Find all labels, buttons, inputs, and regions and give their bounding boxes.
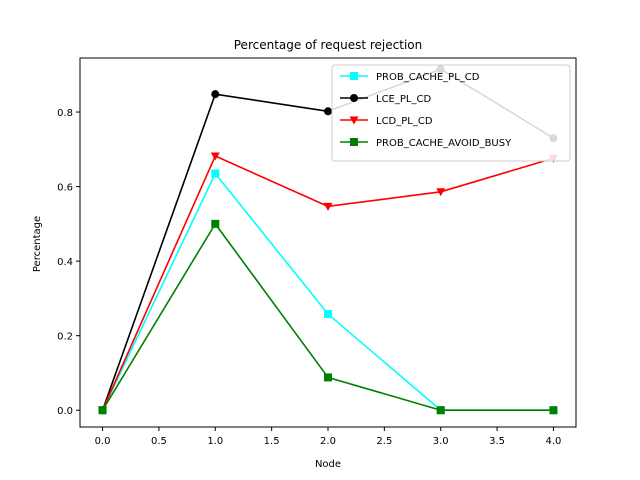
x-tick-label: 0.0	[95, 436, 111, 447]
data-point	[324, 107, 332, 116]
chart-title: Percentage of request rejection	[234, 38, 422, 52]
x-axis-label: Node	[315, 459, 341, 470]
x-tick-label: 0.5	[151, 436, 167, 447]
legend-label: LCD_PL_CD	[376, 116, 433, 127]
data-point	[324, 373, 332, 382]
data-point	[323, 202, 333, 211]
legend: PROB_CACHE_PL_CD LCE_PL_CD LCD_PL_CD PROB_C…	[331, 64, 571, 162]
legend-label: PROB_CACHE_AVOID_BUSY	[376, 138, 512, 149]
data-point	[436, 406, 445, 415]
data-point	[549, 406, 558, 415]
legend-marker	[350, 72, 358, 80]
legend-marker	[349, 116, 359, 125]
x-tick-label: 2.5	[376, 436, 392, 447]
x-tick-label: 3.0	[433, 436, 449, 447]
y-tick-label: 0.6	[57, 183, 73, 194]
y-axis-label: Percentage	[32, 216, 43, 272]
legend-label: PROB_CACHE_PL_CD	[376, 72, 480, 83]
data-point	[211, 219, 220, 228]
series-PROB_CACHE_AVOID_BUSY	[98, 219, 558, 415]
legend-marker	[350, 94, 358, 102]
legend-marker	[350, 138, 358, 146]
data-point	[210, 152, 220, 161]
x-tick-label: 2.0	[320, 436, 336, 447]
data-point	[98, 406, 107, 415]
y-tick-label: 0.2	[57, 332, 73, 343]
y-tick-label: 0.0	[57, 406, 73, 417]
legend-item: PROB_CACHE_PL_CD	[340, 72, 480, 83]
legend-box	[331, 64, 571, 162]
x-tick-label: 3.5	[489, 436, 505, 447]
legend-item: PROB_CACHE_AVOID_BUSY	[340, 138, 512, 149]
data-point	[211, 169, 220, 178]
y-axis: 0.0 0.2 0.4 0.6 0.8	[57, 108, 80, 417]
legend-item: LCD_PL_CD	[340, 116, 433, 127]
x-tick-label: 1.5	[264, 436, 280, 447]
legend-label: LCE_PL_CD	[376, 94, 431, 105]
data-point	[324, 310, 332, 319]
y-tick-label: 0.4	[57, 257, 73, 268]
y-tick-label: 0.8	[57, 108, 73, 119]
x-tick-label: 4.0	[546, 436, 562, 447]
data-point	[211, 90, 220, 99]
legend-item: LCE_PL_CD	[340, 94, 431, 105]
data-point	[436, 188, 446, 197]
x-axis: 0.0 0.5 1.0 1.5 2.0 2.5 3.0 3.5 4.0	[95, 427, 562, 447]
x-tick-label: 1.0	[207, 436, 223, 447]
